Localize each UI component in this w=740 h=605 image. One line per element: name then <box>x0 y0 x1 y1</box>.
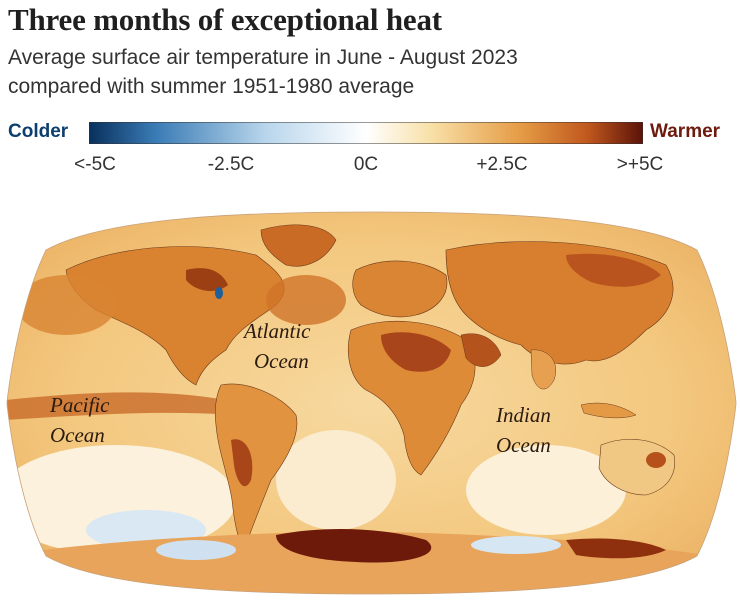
indonesia <box>580 402 637 419</box>
indian-pale-patch <box>466 445 626 535</box>
atlantic-pale-patch <box>276 430 396 530</box>
australia-hot-patch <box>646 452 666 468</box>
atlantic-label-line1: Atlantic <box>242 319 311 343</box>
south-america-hot-patch <box>231 439 253 487</box>
indian-label-line2: Ocean <box>496 433 551 457</box>
indian-label-line1: Indian <box>495 403 551 427</box>
equatorial-warm-band <box>7 392 236 420</box>
india <box>530 349 556 390</box>
greenland <box>260 224 337 267</box>
scale-tick-pos: +2.5C <box>476 154 528 175</box>
antarctic-hot-band <box>276 528 432 563</box>
great-lakes-cold-icon <box>215 287 223 299</box>
antarctic-hot-band-east <box>566 538 666 559</box>
scale-tick-zero: 0C <box>353 154 379 175</box>
chart-title: Three months of exceptional heat <box>8 2 442 37</box>
scale-tick-min: <-5C <box>74 154 116 175</box>
chart-subtitle: Average surface air temperature in June … <box>8 43 518 101</box>
hudson-region <box>186 268 228 292</box>
north-pacific-warm <box>16 275 116 335</box>
world-map: Pacific Ocean Atlantic Ocean Indian Ocea… <box>6 211 737 595</box>
siberia-hot-patch <box>566 253 661 287</box>
atlantic-label-line2: Ocean <box>254 349 309 373</box>
sahara-hot-patch <box>381 332 451 372</box>
north-america <box>65 246 285 386</box>
color-scale-bar <box>89 122 643 144</box>
north-atlantic-warm <box>266 275 346 325</box>
subtitle-line-1: Average surface air temperature in June … <box>8 46 518 69</box>
scale-tick-neg: -2.5C <box>207 154 255 175</box>
europe <box>352 260 448 318</box>
scale-colder-label: Colder <box>8 121 69 142</box>
pacific-label-line2: Ocean <box>50 423 105 447</box>
pacific-label-line1: Pacific <box>49 393 110 417</box>
antarctic-cold-patch-east <box>471 536 561 554</box>
arabia <box>460 333 502 367</box>
subtitle-line-2: compared with summer 1951-1980 average <box>8 75 415 98</box>
antarctic-cold-patch-west <box>156 540 236 560</box>
scale-warmer-label: Warmer <box>650 121 721 142</box>
scale-tick-max: >+5C <box>616 154 664 175</box>
